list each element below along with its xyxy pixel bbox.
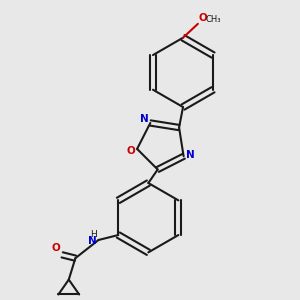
Text: N: N	[186, 150, 195, 160]
Text: O: O	[127, 146, 136, 156]
Text: H: H	[90, 230, 97, 238]
Text: CH₃: CH₃	[205, 14, 221, 23]
Text: O: O	[199, 13, 208, 22]
Text: N: N	[88, 236, 97, 246]
Text: O: O	[52, 243, 61, 253]
Text: N: N	[140, 114, 149, 124]
